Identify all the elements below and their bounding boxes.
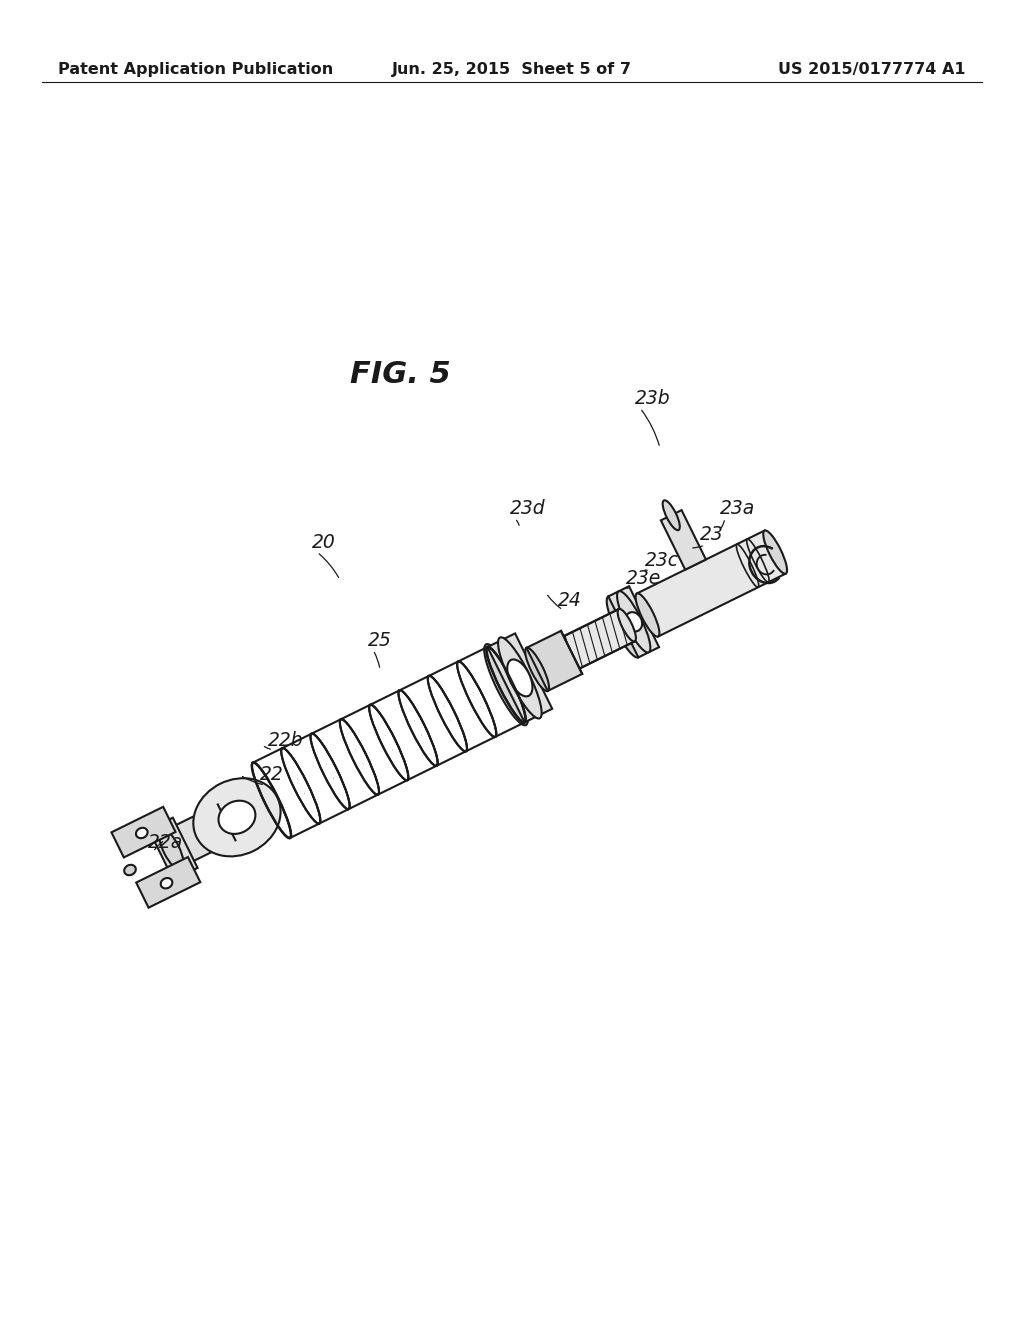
Text: FIG. 5: FIG. 5 — [349, 360, 451, 389]
Ellipse shape — [663, 500, 680, 531]
Text: 22b: 22b — [268, 730, 304, 750]
Ellipse shape — [636, 593, 659, 636]
Ellipse shape — [136, 828, 147, 838]
Ellipse shape — [528, 653, 546, 685]
Ellipse shape — [161, 878, 172, 888]
Text: US 2015/0177774 A1: US 2015/0177774 A1 — [778, 62, 966, 77]
Polygon shape — [148, 817, 198, 880]
Polygon shape — [163, 804, 236, 867]
Ellipse shape — [763, 531, 787, 574]
Polygon shape — [371, 690, 436, 780]
Polygon shape — [211, 781, 263, 854]
Text: 23d: 23d — [510, 499, 546, 517]
Ellipse shape — [617, 609, 636, 642]
Polygon shape — [529, 609, 635, 685]
Polygon shape — [311, 719, 378, 809]
Ellipse shape — [160, 829, 183, 870]
Polygon shape — [487, 634, 552, 722]
Ellipse shape — [507, 660, 532, 697]
Ellipse shape — [124, 865, 136, 875]
Ellipse shape — [606, 597, 640, 657]
Text: 22: 22 — [260, 766, 284, 784]
Polygon shape — [399, 676, 466, 766]
Polygon shape — [209, 546, 775, 837]
Ellipse shape — [194, 779, 281, 857]
Text: 24: 24 — [558, 590, 582, 610]
Text: 23c: 23c — [645, 550, 679, 569]
Polygon shape — [136, 857, 201, 908]
Polygon shape — [341, 705, 408, 795]
Ellipse shape — [498, 638, 542, 718]
Ellipse shape — [525, 648, 549, 692]
Text: 25: 25 — [368, 631, 392, 649]
Polygon shape — [112, 807, 175, 858]
Text: 23: 23 — [700, 525, 724, 544]
Text: Patent Application Publication: Patent Application Publication — [58, 62, 333, 77]
Text: 23b: 23b — [635, 388, 671, 408]
Polygon shape — [660, 510, 706, 570]
Polygon shape — [637, 531, 785, 636]
Text: Jun. 25, 2015  Sheet 5 of 7: Jun. 25, 2015 Sheet 5 of 7 — [392, 62, 632, 77]
Ellipse shape — [626, 612, 642, 631]
Polygon shape — [253, 748, 319, 838]
Text: 22a: 22a — [148, 833, 183, 851]
Text: 23a: 23a — [720, 499, 756, 517]
Ellipse shape — [617, 591, 650, 652]
Polygon shape — [458, 647, 524, 737]
Polygon shape — [283, 734, 348, 824]
Ellipse shape — [218, 801, 255, 834]
Ellipse shape — [484, 644, 527, 725]
Polygon shape — [608, 586, 659, 657]
Text: 20: 20 — [312, 532, 336, 552]
Polygon shape — [429, 661, 496, 751]
Polygon shape — [526, 631, 583, 690]
Text: 23e: 23e — [626, 569, 662, 587]
